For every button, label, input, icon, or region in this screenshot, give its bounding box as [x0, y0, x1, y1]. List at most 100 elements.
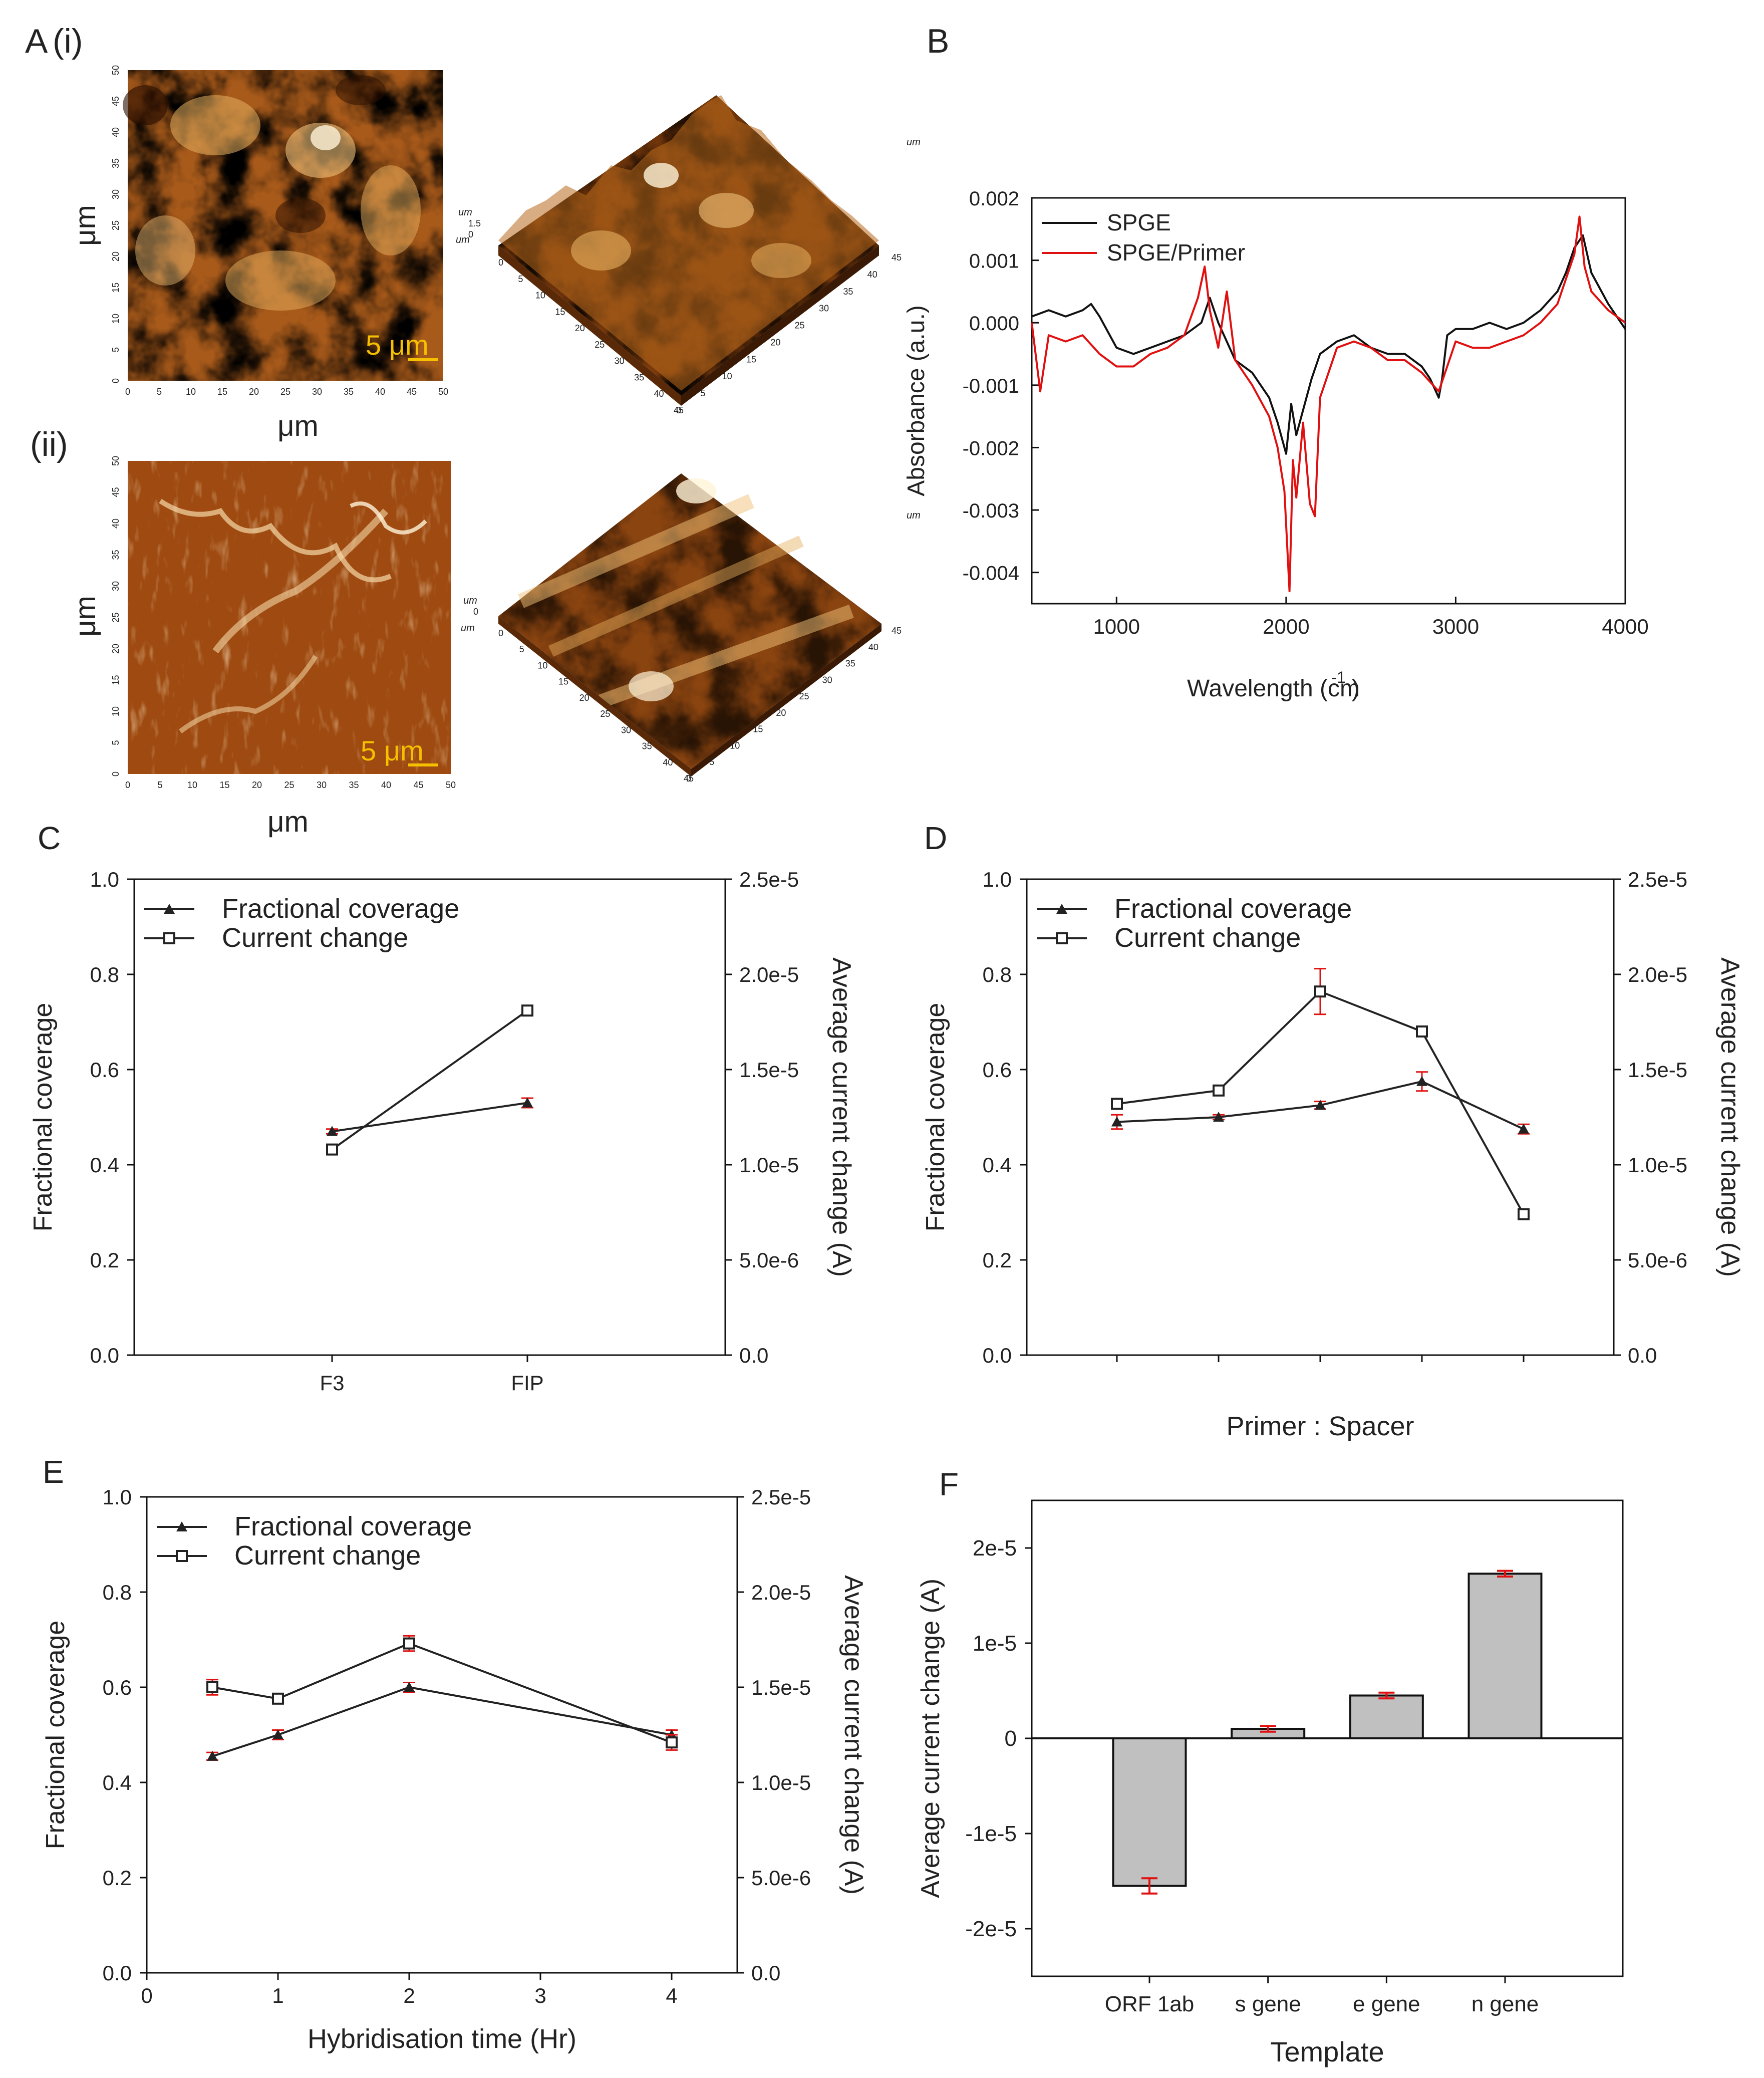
afm-x-tick: 30 [317, 780, 327, 790]
panel-label-d: D [924, 820, 947, 856]
data-point-square [1111, 1098, 1123, 1110]
series-line-current-change [212, 1642, 672, 1744]
afm-x-tick: 45 [413, 780, 423, 790]
series-line-spge-primer [1031, 215, 1626, 593]
data-point-triangle [207, 1750, 218, 1761]
data-point-square [1416, 1025, 1428, 1037]
afm-x-tick: 40 [381, 780, 391, 790]
y2-tick-label: 1.5e-5 [739, 1058, 799, 1082]
y-tick-label: 0.0 [90, 1344, 119, 1367]
afm3d-left-tick: 30 [621, 725, 631, 735]
legend-marker [1056, 932, 1068, 944]
afm3d-right-tick: 15 [746, 354, 756, 364]
afm-x-tick: 35 [349, 780, 359, 790]
y-tick-label: -2e-5 [965, 1917, 1017, 1941]
panel-label-f: F [939, 1466, 959, 1502]
y-axis-label: Fractional coverage [29, 1003, 58, 1232]
y2-tick-label: 2.0e-5 [739, 963, 799, 986]
legend-marker [176, 1550, 188, 1562]
x-tick-label: 1000 [1093, 615, 1140, 638]
y2-tick-label: 1.5e-5 [751, 1676, 811, 1699]
afm3d-left-tick: 25 [600, 709, 610, 719]
legend-label: Fractional coverage [234, 1511, 472, 1541]
afm3d-left-tick: 45 [674, 405, 684, 415]
afm3d-left-tick: 15 [555, 307, 565, 317]
series-line-spge [1031, 234, 1626, 455]
y2-axis-label: Average current change (A) [827, 957, 856, 1277]
afm-y-tick: 35 [111, 550, 121, 560]
afm-x-tick: 15 [219, 780, 229, 790]
scale-bar-label-ii: 5 μm [361, 735, 424, 766]
y-tick-label: 1.0 [90, 868, 119, 891]
data-point-triangle [327, 1126, 338, 1136]
y-axis-label: Absorbance (a.u.) [903, 305, 930, 496]
afm3d-left-tick: 10 [537, 660, 547, 670]
y-tick-label: 2e-5 [973, 1536, 1017, 1561]
data-point-square [1314, 985, 1326, 998]
afm-y-tick: 25 [111, 220, 121, 230]
afm-x-tick: 25 [280, 387, 290, 397]
legend-label: Current change [1114, 923, 1301, 953]
y-tick-label: 0.2 [90, 1248, 119, 1272]
afm-3d-i [498, 95, 879, 406]
afm3d-right-tick: 5 [709, 757, 714, 767]
bar-e-gene [1349, 1694, 1424, 1739]
legend-marker [1056, 904, 1067, 914]
y-tick-label: -0.004 [963, 563, 1019, 585]
afm3d-z-tick: 0 [468, 229, 473, 239]
afm-y-tick: 5 [111, 347, 121, 352]
afm-x-tick: 30 [312, 387, 322, 397]
afm3d-right-tick: 40 [868, 642, 878, 652]
y2-tick-label: 2.0e-5 [1628, 963, 1687, 986]
afm-y-tick: 10 [111, 706, 121, 716]
afm-axis-ii: 00 5 5 10 10 15 15 20 20 25 25 30 30 35 35 40 40 45 45 50 50 [111, 456, 456, 790]
afm3d-z-tick: 1.5 [468, 218, 481, 228]
data-point-square [403, 1637, 415, 1650]
plot-frame [146, 1496, 738, 1974]
afm-x-tick: 40 [375, 387, 385, 397]
x-tick-label: 0 [141, 1984, 152, 2007]
data-point-triangle [522, 1097, 533, 1108]
afm-y-tick: 10 [111, 314, 121, 324]
y-axis-label: Average current change (A) [916, 1579, 945, 1898]
y2-tick-label: 2.0e-5 [751, 1581, 811, 1604]
afm3d-right-tick: 40 [867, 270, 877, 280]
afm-axis-i: 00 5 5 10 10 15 15 20 20 25 25 30 30 35 35 40 40 45 45 50 50 [111, 65, 448, 397]
afm-x-tick: 10 [186, 387, 196, 397]
chart-fractional-coverage-primer: F3 FIP 0.0 0.2 0.4 0.6 0.8 1.0 0.0 5.0e-6 1.0e-5 1.… [29, 868, 856, 1395]
y2-tick-label: 1.0e-5 [751, 1771, 811, 1794]
y-tick-label: 0.8 [90, 963, 119, 986]
y-tick-label: 0.6 [983, 1058, 1012, 1082]
x-tick-label: 1 [272, 1984, 283, 2007]
afm-x-tick: 35 [344, 387, 354, 397]
x-tick-label: e gene [1353, 1992, 1420, 2016]
afm3d-right-tick: 25 [799, 691, 809, 701]
x-tick-label: FIP [511, 1371, 543, 1395]
afm3d-z-label: um [458, 207, 472, 218]
afm-image-ii: 5 μm [128, 461, 451, 774]
y2-tick-label: 2.5e-5 [751, 1485, 811, 1509]
afm-xlabel-i: μm [277, 410, 319, 442]
y-tick-label: -1e-5 [965, 1822, 1017, 1846]
afm-x-tick: 20 [249, 387, 259, 397]
afm-xlabel-ii: μm [267, 806, 309, 838]
x-tick-label: 3000 [1432, 615, 1479, 638]
afm-x-tick: 15 [217, 387, 227, 397]
bar-orf-1ab [1112, 1737, 1187, 1887]
afm-ylabel-ii: μm [69, 596, 102, 637]
x-tick-label: 3 [534, 1984, 546, 2007]
data-point-square [666, 1736, 678, 1749]
afm3d-left-tick: 35 [642, 741, 652, 751]
afm-y-tick: 0 [111, 378, 121, 383]
afm-y-tick: 50 [111, 456, 121, 466]
afm-ylabel-i: μm [69, 205, 102, 246]
panel-label-c: C [38, 820, 61, 856]
afm3d-left-tick: 5 [518, 274, 523, 284]
afm3d-left-tick: 10 [535, 291, 545, 301]
x-tick-label: ORF 1ab [1105, 1992, 1195, 2016]
legend-label: SPGE/Primer [1107, 239, 1245, 266]
data-point-triangle [1518, 1123, 1529, 1134]
plot-frame [1026, 878, 1615, 1356]
y-tick-label: 0.000 [969, 313, 1019, 335]
x-axis-label: Template [1270, 2036, 1384, 2067]
